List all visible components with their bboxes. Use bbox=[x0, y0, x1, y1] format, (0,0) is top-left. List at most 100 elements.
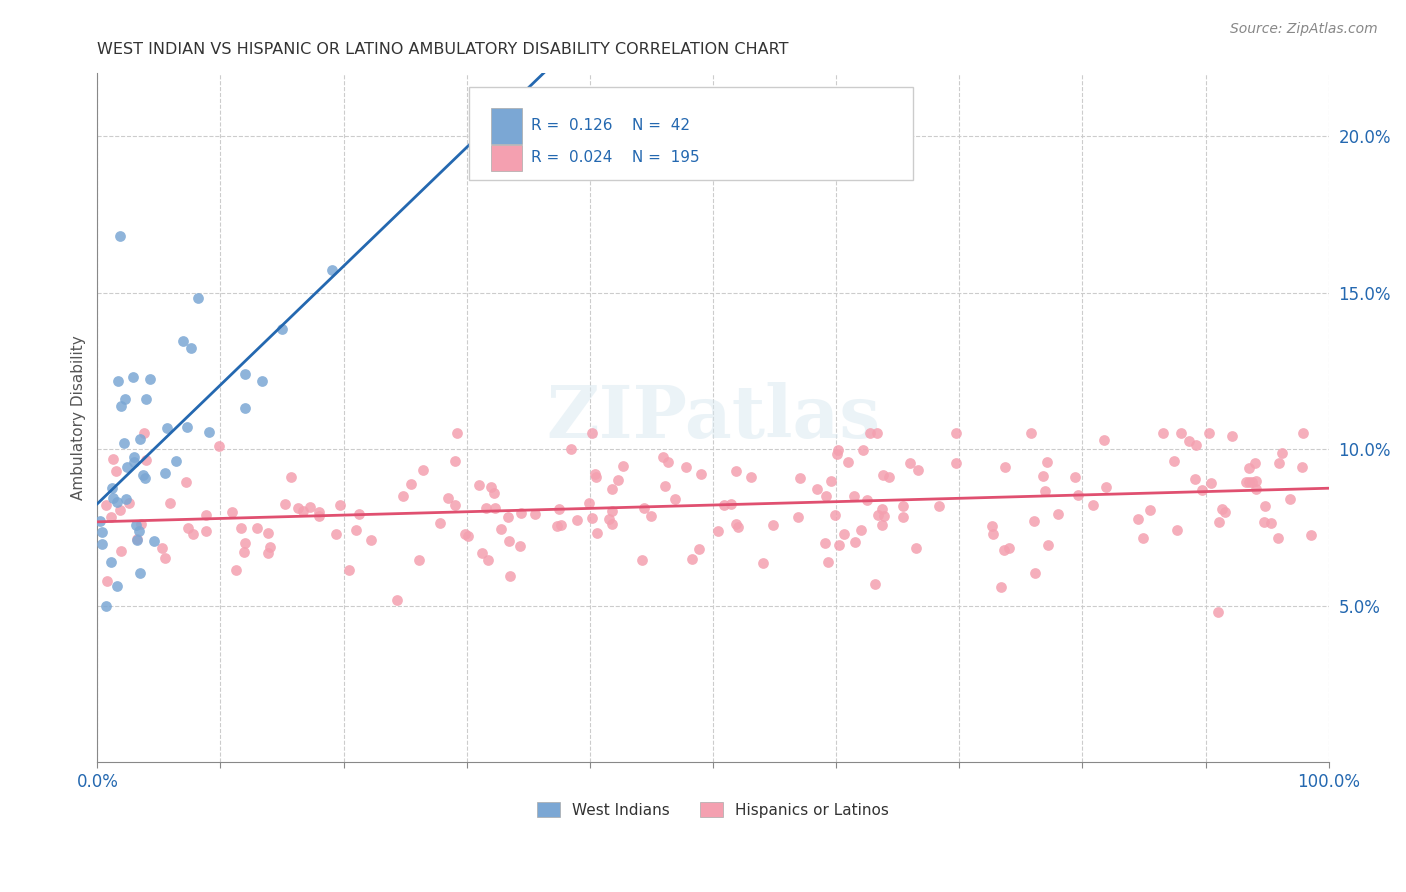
Point bbox=[195, 508, 218, 522]
Point bbox=[329, 498, 352, 512]
Text: ZIPatlas: ZIPatlas bbox=[546, 383, 880, 453]
Point bbox=[321, 262, 343, 277]
Text: R =  0.126    N =  42: R = 0.126 N = 42 bbox=[531, 118, 690, 133]
Point bbox=[1239, 475, 1261, 489]
Point bbox=[786, 509, 808, 524]
Point bbox=[578, 496, 600, 510]
Point bbox=[391, 489, 413, 503]
Point bbox=[115, 459, 138, 474]
Point bbox=[900, 456, 922, 470]
FancyBboxPatch shape bbox=[470, 87, 912, 180]
Point bbox=[1024, 514, 1046, 528]
Point bbox=[1185, 438, 1208, 452]
Point bbox=[177, 520, 200, 534]
Point bbox=[1198, 426, 1220, 441]
Point bbox=[1033, 484, 1056, 499]
Point bbox=[105, 464, 128, 478]
Point bbox=[308, 505, 330, 519]
Point bbox=[1292, 426, 1315, 441]
Point bbox=[477, 553, 499, 567]
Point bbox=[1260, 516, 1282, 531]
Point bbox=[1278, 491, 1301, 506]
Point bbox=[292, 503, 315, 517]
Point bbox=[128, 524, 150, 539]
Point bbox=[1067, 488, 1090, 502]
Point bbox=[598, 512, 620, 526]
Point bbox=[198, 425, 221, 439]
Point bbox=[454, 527, 477, 541]
Point bbox=[993, 543, 1015, 558]
Point bbox=[105, 579, 128, 593]
Point bbox=[842, 489, 865, 503]
Point bbox=[981, 519, 1004, 533]
Point bbox=[827, 447, 849, 461]
Point bbox=[498, 569, 520, 583]
Point bbox=[994, 459, 1017, 474]
Point bbox=[1253, 516, 1275, 530]
Bar bbox=[492, 108, 522, 144]
Point bbox=[870, 518, 893, 533]
Point bbox=[928, 499, 950, 513]
Point bbox=[142, 534, 165, 549]
Point bbox=[707, 524, 730, 539]
Point bbox=[633, 501, 655, 516]
Point bbox=[837, 455, 859, 469]
Point bbox=[585, 526, 607, 541]
Point bbox=[150, 541, 173, 555]
Text: R =  0.024    N =  195: R = 0.024 N = 195 bbox=[531, 150, 699, 165]
Point bbox=[1139, 502, 1161, 516]
Point bbox=[135, 453, 157, 467]
Point bbox=[96, 574, 118, 588]
Point bbox=[114, 392, 136, 406]
Point bbox=[681, 552, 703, 566]
Point bbox=[1244, 482, 1267, 496]
Point bbox=[1178, 434, 1201, 449]
Point bbox=[509, 539, 531, 553]
Legend: West Indians, Hispanics or Latinos: West Indians, Hispanics or Latinos bbox=[530, 796, 896, 823]
Point bbox=[385, 593, 408, 607]
Point bbox=[1244, 474, 1267, 488]
Point bbox=[523, 507, 546, 521]
Point bbox=[550, 518, 572, 533]
Point bbox=[108, 503, 131, 517]
Point bbox=[100, 555, 122, 569]
Point bbox=[565, 513, 588, 527]
Point bbox=[94, 599, 117, 613]
Point bbox=[482, 486, 505, 500]
Point bbox=[100, 509, 122, 524]
Point bbox=[510, 506, 533, 520]
Point bbox=[408, 553, 430, 567]
Point bbox=[444, 454, 467, 468]
Point bbox=[91, 537, 114, 551]
Point bbox=[429, 516, 451, 530]
Point bbox=[280, 470, 302, 484]
Point bbox=[155, 551, 177, 566]
Point bbox=[1206, 605, 1229, 619]
Point bbox=[138, 372, 160, 386]
Point bbox=[546, 519, 568, 533]
Point bbox=[720, 497, 742, 511]
Point bbox=[827, 442, 849, 457]
Point bbox=[1267, 531, 1289, 545]
Point bbox=[675, 459, 697, 474]
Point bbox=[724, 464, 747, 478]
Point bbox=[1019, 426, 1042, 441]
Point bbox=[856, 493, 879, 508]
Point bbox=[132, 426, 155, 441]
Point bbox=[688, 542, 710, 557]
Point bbox=[166, 453, 188, 467]
Point bbox=[600, 517, 623, 532]
Point bbox=[250, 374, 273, 388]
Text: Source: ZipAtlas.com: Source: ZipAtlas.com bbox=[1230, 22, 1378, 37]
Point bbox=[298, 500, 321, 514]
Point bbox=[654, 478, 676, 492]
Point bbox=[657, 455, 679, 469]
Point bbox=[1024, 566, 1046, 581]
Point bbox=[560, 442, 582, 456]
Point bbox=[221, 505, 243, 519]
Point bbox=[820, 474, 842, 488]
Point bbox=[600, 504, 623, 518]
Point bbox=[1132, 531, 1154, 545]
Point bbox=[401, 477, 423, 491]
Point bbox=[231, 521, 253, 535]
